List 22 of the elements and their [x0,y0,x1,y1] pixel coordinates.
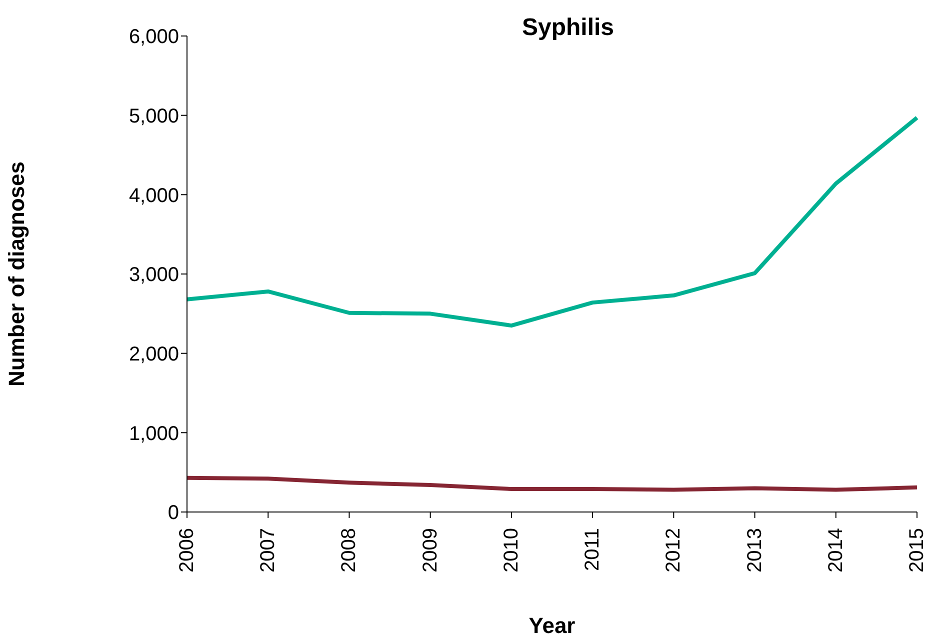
y-tick-label: 1,000 [128,422,179,445]
x-tick-label: 2006 [176,528,198,572]
y-tick-label: 4,000 [128,184,179,207]
x-tick-label: 2014 [824,528,847,572]
y-tick-label: 2,000 [128,343,179,366]
x-tick-label: 2015 [906,528,928,572]
x-axis-title: Year [528,613,576,638]
chart-title: Syphilis [520,14,616,42]
x-tick-label: 2011 [582,528,604,572]
x-tick-label: 2007 [257,528,280,572]
x-tick-label: 2008 [338,528,360,572]
y-tick-label: 0 [168,502,179,524]
y-tick-label: 6,000 [128,26,179,48]
y-tick-label: 5,000 [128,105,179,128]
x-tick-label: 2010 [500,528,522,572]
y-tick-label: 3,000 [128,264,179,286]
x-tick-label: 2009 [419,528,442,572]
line-series [185,476,919,492]
x-tick-label: 2012 [662,528,685,572]
x-tick-label: 2013 [744,528,766,572]
line-series [185,116,919,328]
y-axis-title: Number of diagnoses [4,162,29,386]
